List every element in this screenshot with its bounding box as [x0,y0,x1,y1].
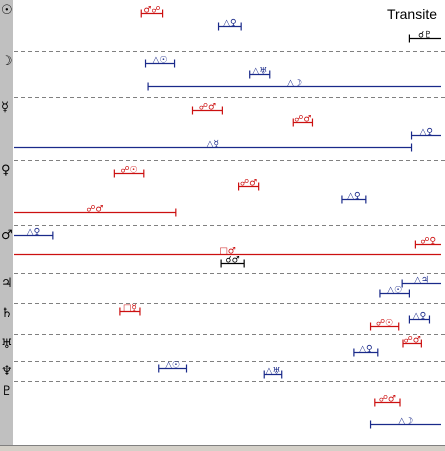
aspect-label: ☍♀ [420,237,436,247]
aspect-label: ☍☉ [376,319,393,329]
aspect-label: ☍♂ [294,115,311,125]
aspect-label: △☉ [387,286,402,296]
transit-segment[interactable]: ☍♀ [414,237,441,249]
aspect-label: □☿ [123,304,137,314]
aspect-label: ☌♂ [226,256,240,266]
aspect-label: △☽ [398,417,413,427]
transit-segment[interactable]: △♀ [14,228,54,240]
transit-segment[interactable]: □♂ [14,247,441,257]
transit-segment[interactable]: △☽ [147,79,441,91]
aspect-label: ☍♂ [86,205,103,215]
transit-segment[interactable]: △☉ [144,56,176,68]
planet-glyph: ♄ [1,306,13,321]
transit-segment[interactable]: △☿ [14,140,413,152]
transit-segment[interactable]: ☍♂ [402,336,422,348]
planet-axis-strip [0,0,13,445]
transit-segment[interactable]: △♃ [401,276,441,288]
aspect-label: △♀ [359,345,373,355]
aspect-label: △☿ [207,140,219,150]
aspect-label: ☍♂ [379,395,396,405]
aspect-label: △♀ [27,228,41,238]
transit-segment[interactable]: △♀ [408,312,431,324]
transit-segment[interactable]: △☉ [379,286,411,298]
aspect-label: △♅ [265,367,280,377]
planet-glyph: ♇ [1,384,13,399]
chart-title: Transite [386,6,437,22]
aspect-label: ♂☍ [143,6,160,16]
aspect-label: ☌♇ [418,31,432,41]
transit-segment[interactable]: △☉ [158,361,188,373]
transit-segment[interactable]: △♀ [341,192,367,204]
aspect-label: ☍♂ [404,336,421,346]
aspect-label: △♀ [223,19,237,29]
transit-segment[interactable]: △♀ [410,128,441,140]
transit-segment[interactable]: ☍♂ [374,395,401,407]
transit-segment[interactable]: △♀ [217,19,242,31]
aspect-label: ☍♂ [199,103,216,113]
transit-segment[interactable]: ☍☉ [369,319,400,331]
aspect-label: △☉ [153,56,168,66]
aspect-label: △♀ [347,192,361,202]
aspect-label: ☍☉ [120,166,137,176]
transit-segment[interactable]: ☍♂ [14,205,177,217]
aspect-label: □♂ [219,247,236,257]
transit-segment[interactable]: ♂☍ [140,6,164,18]
transit-segment[interactable]: ☍☉ [113,166,145,178]
planet-glyph: ♆ [1,364,13,379]
transit-segment[interactable]: △♅ [249,67,271,79]
planet-glyph: ☿ [1,100,9,115]
transit-segment[interactable]: △♅ [263,367,283,379]
aspect-label: ☍♂ [240,179,257,189]
transit-segment[interactable]: ☍♂ [191,103,223,115]
transit-segment[interactable]: ☌♇ [408,31,441,43]
planet-glyph: ♀ [1,163,11,178]
planet-glyph: ♂ [1,228,13,243]
aspect-label: △☽ [287,79,302,89]
transit-segment[interactable]: ☍♂ [238,179,260,191]
aspect-label: △♀ [413,312,427,322]
aspect-label: △♅ [252,67,267,77]
aspect-label: △♀ [420,128,434,138]
aspect-label: △☉ [165,361,180,371]
transit-segment[interactable]: △☽ [369,417,441,429]
transit-segment[interactable]: ☍♂ [292,115,314,127]
aspect-label: △♃ [414,276,429,286]
planet-glyph: ♃ [1,276,13,291]
planet-glyph: ☉ [1,3,13,18]
transit-segment[interactable]: △♀ [353,345,379,357]
transit-segment[interactable]: ☌♂ [220,256,245,268]
transit-segment[interactable]: □☿ [119,304,141,316]
planet-glyph: ☽ [1,54,13,69]
planet-glyph: ♅ [1,337,13,352]
bottom-scroll-strip[interactable] [0,445,445,451]
